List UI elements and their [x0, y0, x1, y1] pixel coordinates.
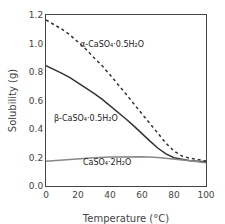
svg-text:Temperature (°C): Temperature (°C): [82, 213, 169, 224]
svg-text:α-CaSO₄·0.5H₂O: α-CaSO₄·0.5H₂O: [80, 40, 144, 49]
svg-text:60: 60: [136, 190, 148, 200]
svg-text:β-CaSO₄·0.5H₂O: β-CaSO₄·0.5H₂O: [54, 114, 118, 123]
svg-text:1.0: 1.0: [29, 39, 44, 49]
svg-text:0.2: 0.2: [29, 153, 43, 163]
svg-text:0.4: 0.4: [29, 124, 44, 134]
svg-text:80: 80: [168, 190, 180, 200]
svg-text:20: 20: [72, 190, 84, 200]
svg-text:1.2: 1.2: [29, 10, 43, 20]
svg-text:Solubility (g): Solubility (g): [7, 69, 18, 133]
svg-text:0: 0: [43, 190, 49, 200]
svg-text:40: 40: [104, 190, 116, 200]
svg-text:100: 100: [197, 190, 214, 200]
svg-text:0.0: 0.0: [29, 181, 44, 191]
svg-text:0.6: 0.6: [29, 96, 44, 106]
svg-text:CaSO₄·2H₂O: CaSO₄·2H₂O: [83, 158, 131, 167]
svg-text:0.8: 0.8: [29, 67, 44, 77]
